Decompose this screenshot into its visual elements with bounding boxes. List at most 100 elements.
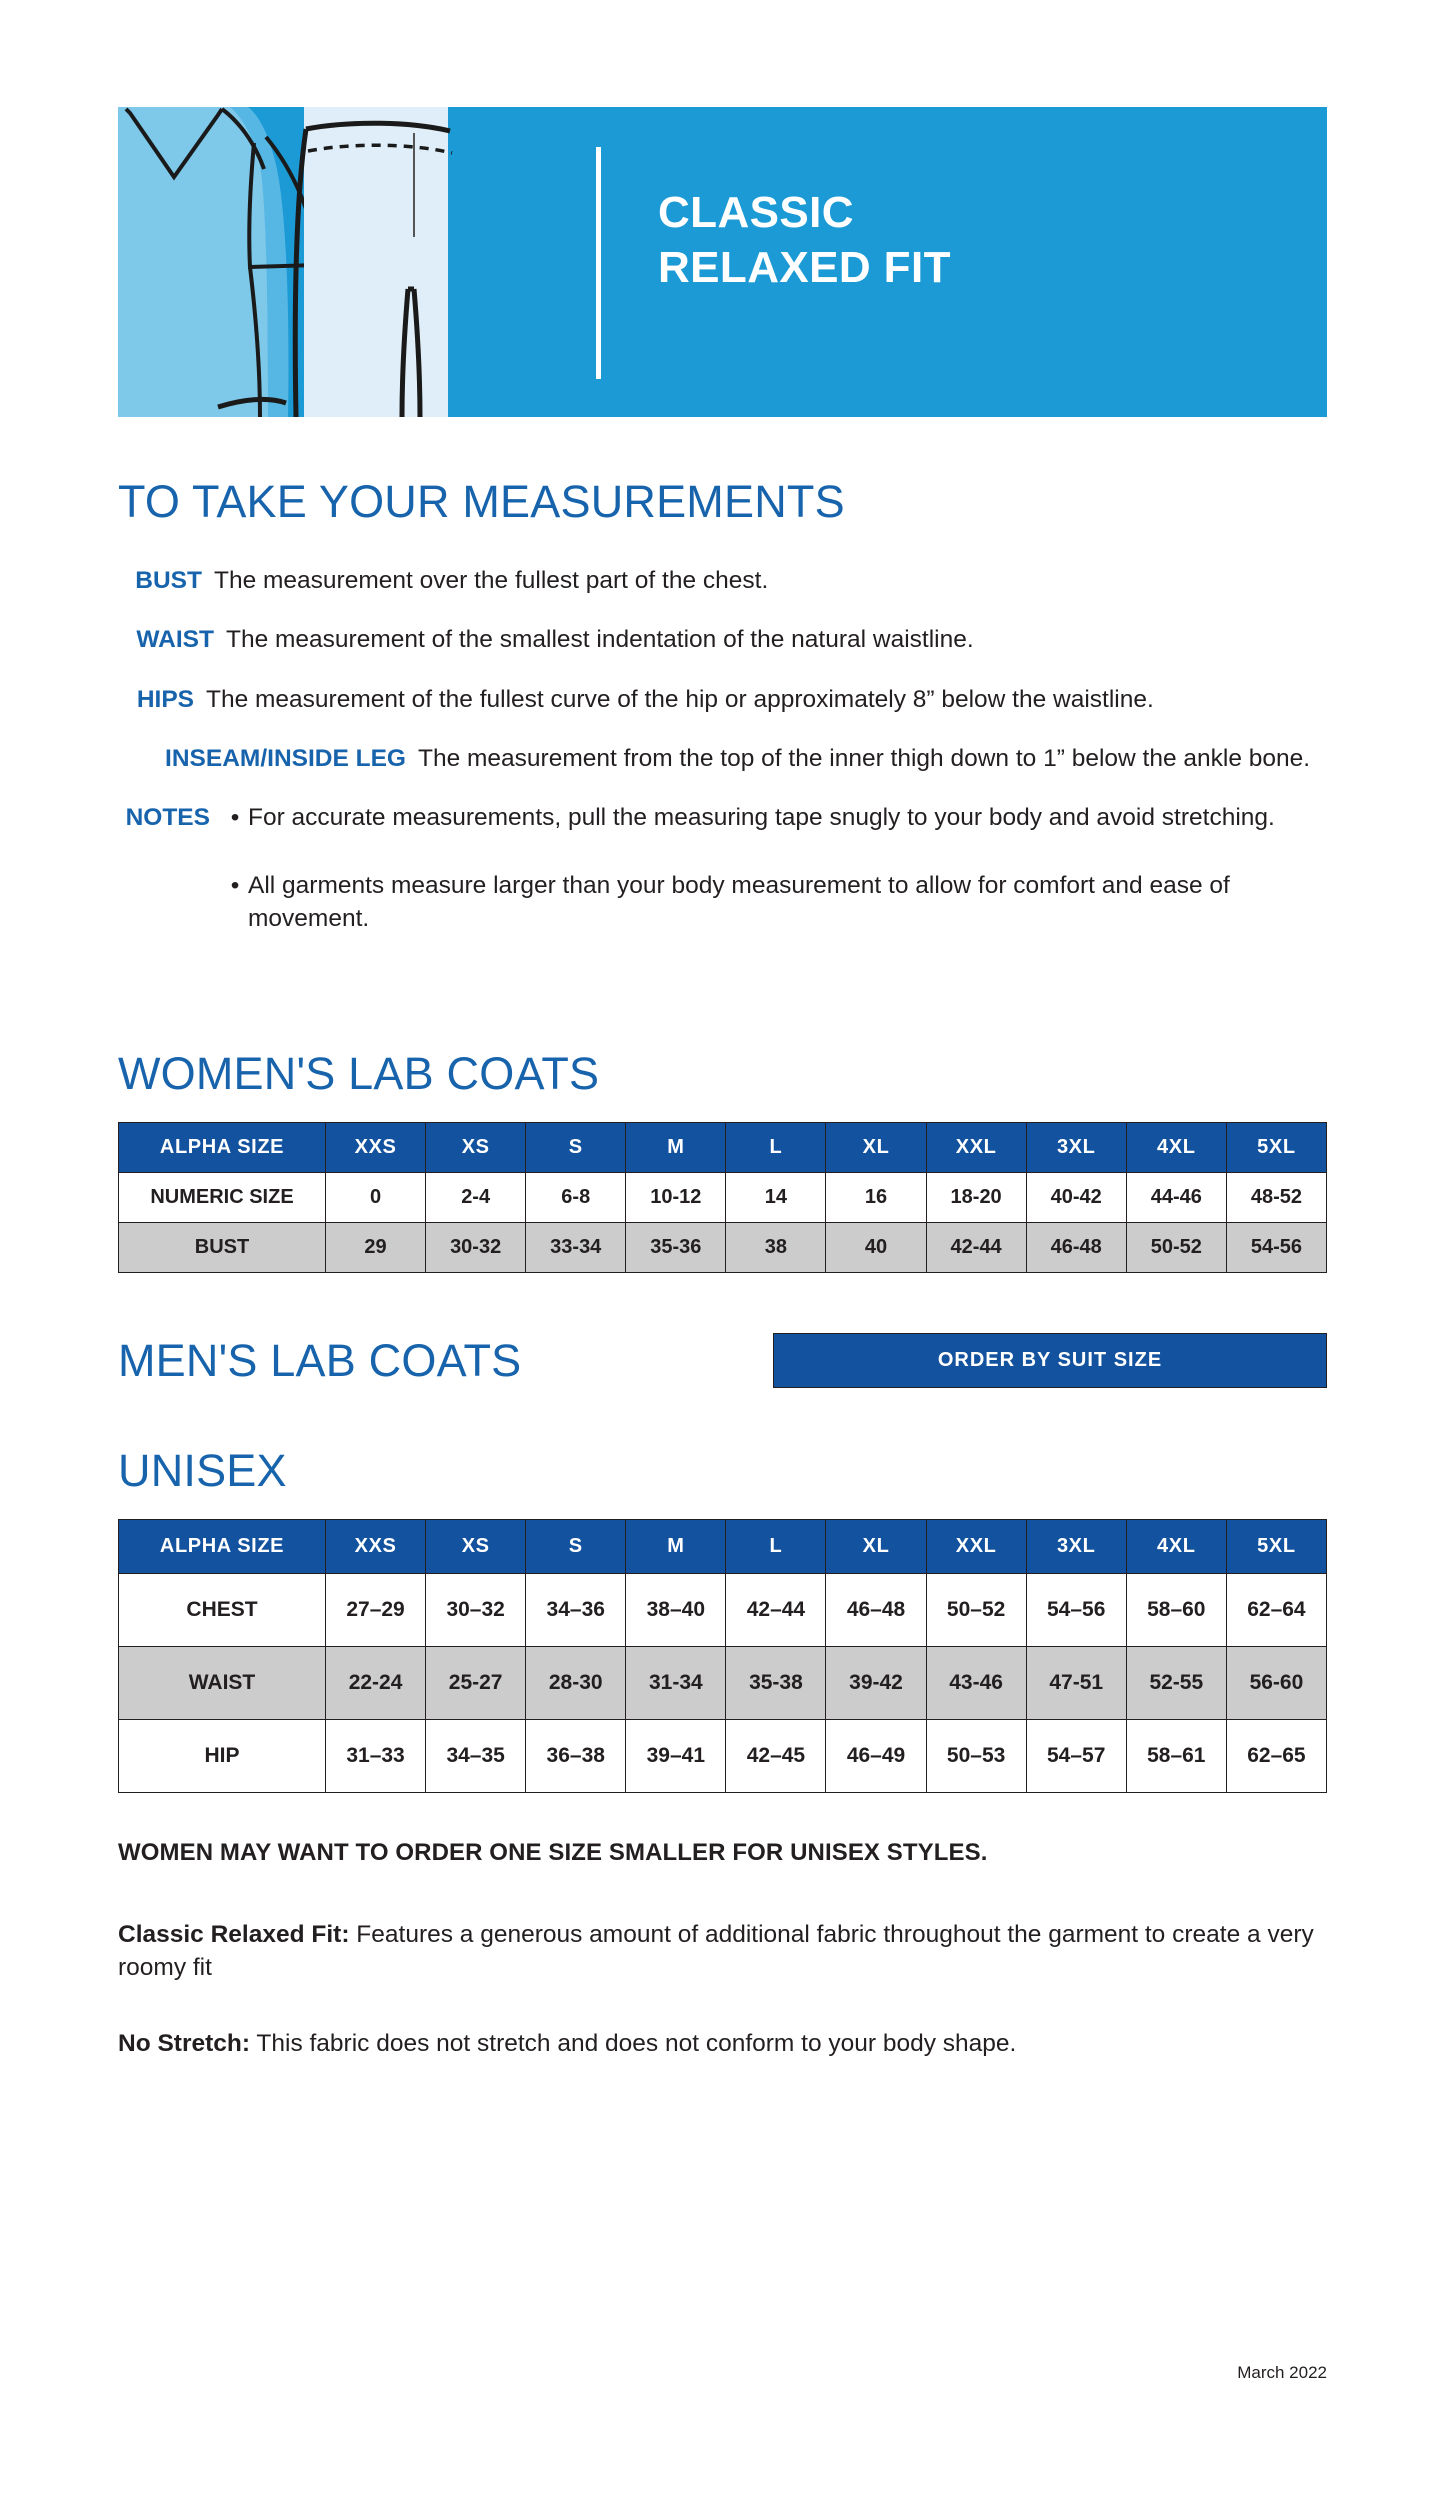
notes-list: • For accurate measurements, pull the me… [210,801,1327,935]
table-row: WAIST 22-24 25-27 28-30 31-34 35-38 39-4… [118,1646,1328,1721]
hero-banner: CLASSIC RELAXED FIT [118,107,1327,417]
unisex-size-table: ALPHA SIZE XXS XS S M L XL XXL 3XL 4XL 5… [118,1519,1328,1794]
table-cell: 2-4 [425,1172,527,1224]
column-header: 5XL [1225,1122,1328,1174]
table-cell: 40-42 [1025,1172,1127,1224]
classic-relaxed-fit-note: Classic Relaxed Fit: Features a generous… [118,1919,1327,1984]
bullet-icon: • [230,804,240,832]
column-header: XL [825,1122,927,1174]
order-by-suit-size-button[interactable]: ORDER BY SUIT SIZE [773,1333,1327,1389]
definition-desc-hips: The measurement of the fullest curve of … [206,685,1154,713]
column-header: M [625,1519,727,1575]
no-stretch-label: No Stretch: [118,2029,251,2057]
definition-term-waist: WAIST [136,626,214,654]
table-cell: 42–45 [725,1719,827,1794]
table-cell: 50–53 [925,1719,1027,1794]
table-cell: 46–49 [825,1719,927,1794]
note-item: • For accurate measurements, pull the me… [222,801,1327,834]
table-cell: 54–56 [1025,1573,1127,1648]
table-cell: 40 [825,1222,927,1274]
table-cell: 18-20 [925,1172,1027,1224]
unisex-heading: UNISEX [118,1445,287,1497]
mens-lab-coats-section: MEN'S LAB COATS ORDER BY SUIT SIZE [118,1333,1327,1389]
table-cell: 56-60 [1225,1646,1328,1721]
definition-desc-bust: The measurement over the fullest part of… [214,567,769,594]
table-cell: 50–52 [925,1573,1027,1648]
unisex-sizing-note: WOMEN MAY WANT TO ORDER ONE SIZE SMALLER… [118,1839,988,1867]
table-cell: 62–65 [1225,1719,1328,1794]
definition-desc-inseam: The measurement from the top of the inne… [418,744,1311,772]
table-cell: 44-46 [1125,1172,1227,1224]
column-header: 3XL [1025,1519,1127,1575]
table-cell: 33-34 [525,1222,627,1274]
table-cell: 35-38 [725,1646,827,1721]
column-header: XL [825,1519,927,1575]
column-header: 4XL [1125,1122,1227,1174]
table-cell: 38 [725,1222,827,1274]
table-header-row: ALPHA SIZE XXS XS S M L XL XXL 3XL 4XL 5… [118,1122,1328,1174]
classic-relaxed-fit-label: Classic Relaxed Fit: [118,1921,350,1949]
table-cell: 22-24 [324,1646,427,1721]
classic-relaxed-fit-text: Features a generous amount of additional… [118,1921,1314,1981]
table-cell: 14 [725,1172,827,1224]
scrub-top-and-pants-illustration [118,107,528,417]
table-cell: 36–38 [525,1719,627,1794]
column-header: XS [425,1122,527,1174]
column-header: XS [425,1519,527,1575]
table-cell: 47-51 [1025,1646,1127,1721]
date-stamp: March 2022 [1237,2363,1327,2382]
table-cell: 34–36 [525,1573,627,1648]
no-stretch-note: No Stretch: This fabric does not stretch… [118,2028,1327,2060]
table-cell: 39-42 [825,1646,927,1721]
footer-notes: WOMEN MAY WANT TO ORDER ONE SIZE SMALLER… [118,1839,1327,2060]
womens-lab-coats-heading: WOMEN'S LAB COATS [118,1048,600,1100]
row-label: BUST [118,1222,326,1274]
column-header: 4XL [1125,1519,1227,1575]
definition-notes: NOTES • For accurate measurements, pull … [118,801,1327,935]
table-cell: 16 [825,1172,927,1224]
table-cell: 10-12 [625,1172,727,1224]
definition-hips: HIPS The measurement of the fullest curv… [118,683,1327,716]
column-header: L [725,1519,827,1575]
table-cell: 58–61 [1125,1719,1227,1794]
row-label: WAIST [118,1646,326,1721]
definition-inseam: INSEAM/INSIDE LEG The measurement from t… [118,742,1327,775]
table-cell: 31–33 [324,1719,427,1794]
row-label: HIP [118,1719,326,1794]
row-label: NUMERIC SIZE [118,1172,326,1224]
banner-title-line2: RELAXED FIT [658,243,951,293]
table-row: NUMERIC SIZE 0 2-4 6-8 10-12 14 16 18-20… [118,1172,1328,1224]
measurement-definitions: BUST The measurement over the fullest pa… [118,564,1327,935]
row-label: CHEST [118,1573,326,1648]
column-header: XXL [925,1122,1027,1174]
table-cell: 48-52 [1225,1172,1328,1224]
table-cell: 29 [324,1222,427,1274]
definition-term-inseam: INSEAM/INSIDE LEG [165,744,406,772]
table-cell: 54–57 [1025,1719,1127,1794]
note-text: For accurate measurements, pull the meas… [248,804,1275,832]
definition-bust: BUST The measurement over the fullest pa… [118,564,1327,597]
table-cell: 42–44 [725,1573,827,1648]
table-cell: 39–41 [625,1719,727,1794]
table-cell: 42-44 [925,1222,1027,1274]
table-cell: 38–40 [625,1573,727,1648]
measurements-heading: TO TAKE YOUR MEASUREMENTS [118,476,845,527]
table-row: BUST 29 30-32 33-34 35-36 38 40 42-44 46… [118,1222,1328,1274]
column-header: XXS [324,1122,427,1174]
note-text: All garments measure larger than your bo… [248,871,1230,932]
definition-term-hips: HIPS [136,685,194,713]
table-row: HIP 31–33 34–35 36–38 39–41 42–45 46–49 … [118,1719,1328,1794]
table-cell: 35-36 [625,1222,727,1274]
table-cell: 46-48 [1025,1222,1127,1274]
column-header: ALPHA SIZE [118,1122,326,1174]
table-cell: 30–32 [425,1573,527,1648]
table-cell: 54-56 [1225,1222,1328,1274]
column-header: 5XL [1225,1519,1328,1575]
column-header: S [525,1122,627,1174]
column-header: ALPHA SIZE [118,1519,326,1575]
table-cell: 27–29 [324,1573,427,1648]
definition-waist: WAIST The measurement of the smallest in… [118,623,1327,656]
table-cell: 25-27 [425,1646,527,1721]
table-cell: 30-32 [425,1222,527,1274]
column-header: XXL [925,1519,1027,1575]
